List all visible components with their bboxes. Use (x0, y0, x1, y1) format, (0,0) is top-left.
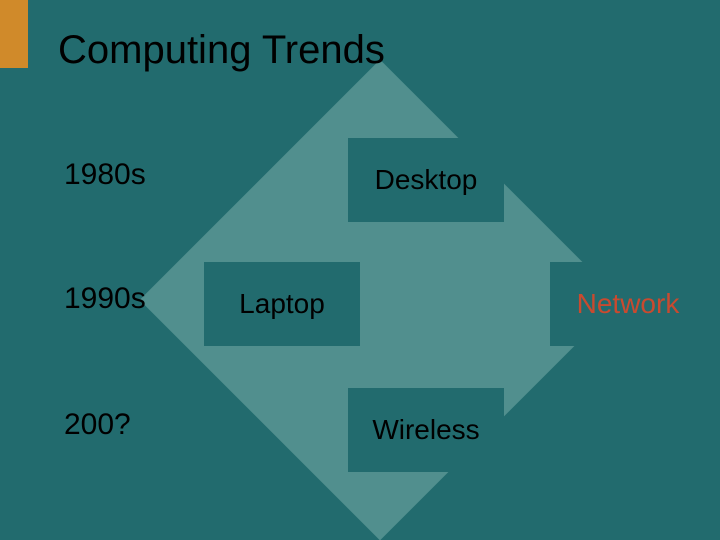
era-label-200x: 200? (64, 408, 131, 442)
tech-box-laptop: Laptop (204, 262, 360, 346)
slide: Computing Trends 1980s 1990s 200? Deskto… (0, 0, 720, 540)
accent-bar (0, 0, 28, 68)
slide-title: Computing Trends (58, 28, 385, 73)
tech-box-wireless: Wireless (348, 388, 504, 472)
era-label-1980s: 1980s (64, 158, 146, 192)
era-label-1990s: 1990s (64, 282, 146, 316)
tech-box-desktop: Desktop (348, 138, 504, 222)
tech-box-network: Network (550, 262, 706, 346)
